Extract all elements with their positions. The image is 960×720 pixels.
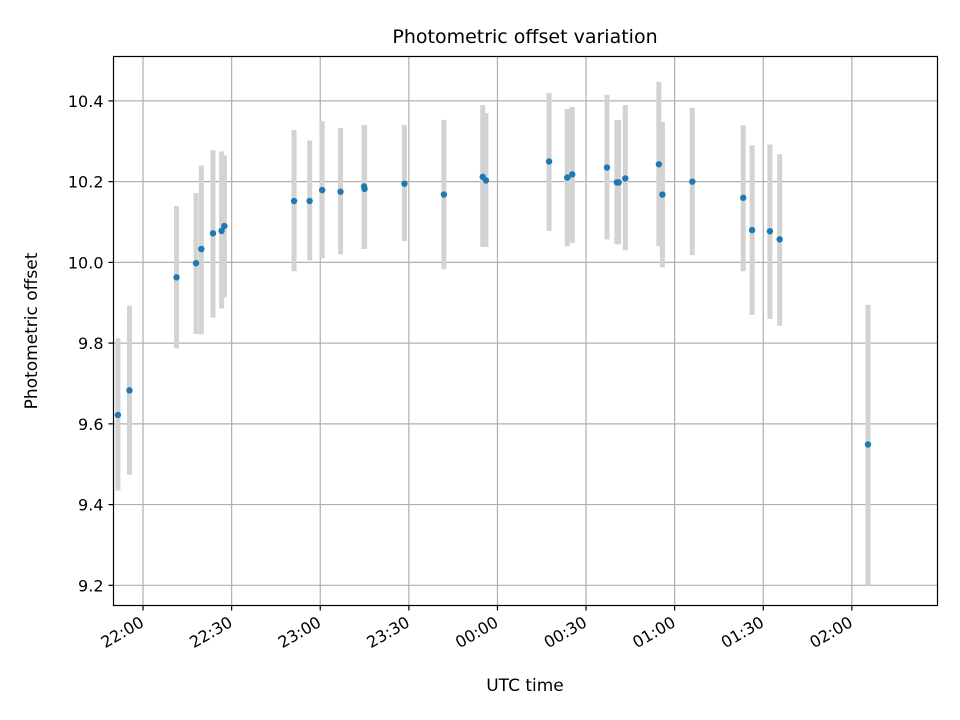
data-point <box>659 191 666 198</box>
data-point <box>482 177 490 184</box>
data-point <box>290 197 298 205</box>
data-point <box>569 171 576 178</box>
data-markers <box>114 158 872 448</box>
y-tick-label: 9.6 <box>78 415 103 434</box>
y-axis-label: Photometric offset <box>22 252 42 409</box>
data-point <box>126 387 133 394</box>
data-point <box>337 188 344 195</box>
data-point <box>192 259 200 267</box>
data-point <box>603 164 611 171</box>
data-point <box>740 194 747 201</box>
data-point <box>748 226 756 234</box>
x-axis-label: UTC time <box>486 676 564 696</box>
data-point <box>218 227 225 235</box>
data-point <box>564 174 571 181</box>
data-point <box>318 186 326 194</box>
y-tick-label: 9.4 <box>78 496 103 515</box>
data-point <box>198 245 205 253</box>
data-point <box>440 191 448 198</box>
y-tick-label: 9.2 <box>78 576 103 595</box>
y-tick-label: 10.0 <box>68 253 104 272</box>
data-point <box>361 185 368 193</box>
data-point <box>655 161 663 168</box>
data-point <box>622 175 629 182</box>
data-point <box>615 179 622 186</box>
data-point <box>221 222 228 230</box>
data-point <box>173 274 180 281</box>
data-point <box>114 411 122 419</box>
y-tick-label: 10.4 <box>68 92 104 111</box>
data-point <box>766 228 774 235</box>
grid-lines <box>113 56 938 606</box>
y-tick-label: 10.2 <box>68 173 104 192</box>
plot-frame <box>112 55 939 607</box>
y-tick-label: 9.8 <box>78 334 103 353</box>
data-point <box>545 158 553 165</box>
data-point <box>689 178 696 185</box>
chart-title: Photometric offset variation <box>392 26 657 48</box>
data-point <box>864 441 872 448</box>
data-point <box>306 197 313 205</box>
data-point <box>776 236 783 243</box>
data-point <box>401 180 408 187</box>
data-point <box>209 230 217 237</box>
